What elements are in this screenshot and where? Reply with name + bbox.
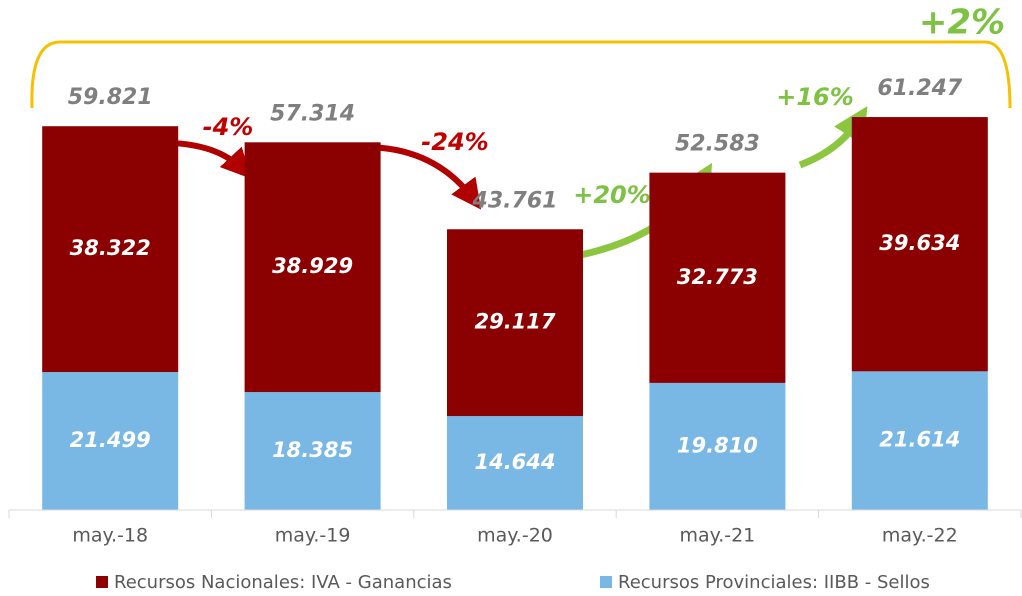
bar-segment bbox=[851, 371, 988, 510]
value-label: 39.634 bbox=[879, 231, 960, 255]
value-label: 32.773 bbox=[677, 265, 758, 289]
bar-segment bbox=[244, 392, 381, 510]
bar-segment bbox=[42, 126, 179, 373]
bar-segment bbox=[649, 172, 786, 383]
bar-segment bbox=[244, 142, 381, 393]
total-label: 52.583 bbox=[675, 132, 760, 157]
x-tick-label: may.-19 bbox=[275, 525, 351, 547]
legend-label: Recursos Provinciales: IIBB - Sellos bbox=[618, 572, 930, 593]
value-label: 18.385 bbox=[272, 438, 353, 462]
annotation: -4% bbox=[203, 113, 254, 141]
total-label: 59.821 bbox=[68, 85, 153, 110]
value-label: 38.322 bbox=[70, 236, 151, 260]
legend-swatch bbox=[96, 576, 108, 588]
total-label: 57.314 bbox=[270, 101, 355, 126]
x-tick-label: may.-20 bbox=[477, 525, 553, 547]
value-label: 38.929 bbox=[272, 254, 353, 278]
bar-segment bbox=[649, 382, 786, 510]
bar-segment bbox=[42, 372, 179, 510]
arrow bbox=[798, 106, 868, 169]
value-label: 14.644 bbox=[474, 450, 555, 474]
total-label: 61.247 bbox=[877, 76, 963, 101]
bar-segment bbox=[851, 117, 988, 372]
value-label: 19.810 bbox=[677, 433, 758, 457]
legend-label: Recursos Nacionales: IVA - Ganancias bbox=[114, 572, 452, 593]
annotation: +20% bbox=[573, 181, 651, 209]
x-tick-label: may.-18 bbox=[72, 525, 148, 547]
annotation: +2% bbox=[919, 3, 1005, 43]
bracket bbox=[30, 40, 1012, 109]
value-label: 29.117 bbox=[474, 310, 555, 334]
bar-segment bbox=[447, 416, 583, 510]
x-tick-label: may.-21 bbox=[680, 525, 756, 547]
value-label: 21.614 bbox=[879, 428, 960, 452]
annotation: +16% bbox=[776, 83, 854, 111]
value-label: 21.499 bbox=[70, 428, 151, 452]
annotation: -24% bbox=[421, 128, 488, 156]
total-label: 43.761 bbox=[472, 188, 558, 213]
bar-segment bbox=[447, 229, 583, 417]
legend-swatch bbox=[600, 576, 612, 588]
x-tick-label: may.-22 bbox=[882, 525, 958, 547]
